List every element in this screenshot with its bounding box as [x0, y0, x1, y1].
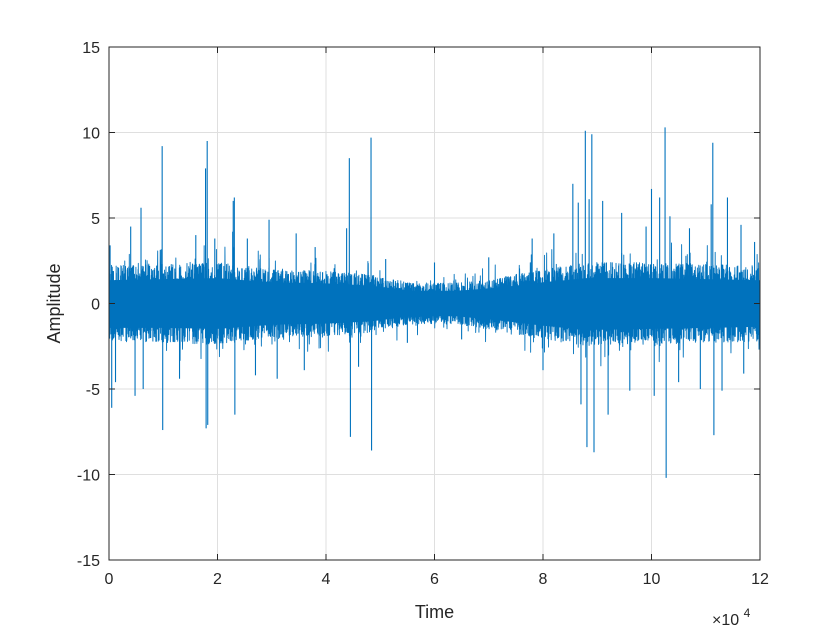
tick-marks [108, 46, 761, 561]
x-axis-exponent: ×10 4 [712, 606, 751, 629]
x-axis-exponent-power: 4 [744, 606, 751, 620]
y-tick-label: 5 [91, 211, 100, 228]
y-tick-label: -15 [77, 553, 100, 570]
x-tick-label: 12 [751, 571, 769, 588]
y-axis-title: Amplitude [44, 263, 64, 343]
x-axis-title: Time [415, 602, 454, 622]
x-tick-label: 4 [322, 571, 331, 588]
series-signal [108, 127, 761, 478]
y-tick-label: -5 [86, 382, 100, 399]
y-tick-label: -10 [77, 468, 100, 485]
x-tick-label: 2 [213, 571, 222, 588]
x-tick-label: 10 [643, 571, 661, 588]
tick-labels: 0 2 4 6 8 10 12 -15 -10 -5 0 5 10 15 [77, 40, 769, 588]
x-tick-label: 6 [430, 571, 439, 588]
y-tick-label: 0 [91, 297, 100, 314]
x-tick-label: 8 [539, 571, 548, 588]
signal-core-band [109, 278, 760, 330]
y-tick-label: 15 [82, 40, 100, 57]
x-axis-exponent-base: ×10 [712, 612, 739, 629]
x-tick-label: 0 [105, 571, 114, 588]
y-tick-label: 10 [82, 126, 100, 143]
